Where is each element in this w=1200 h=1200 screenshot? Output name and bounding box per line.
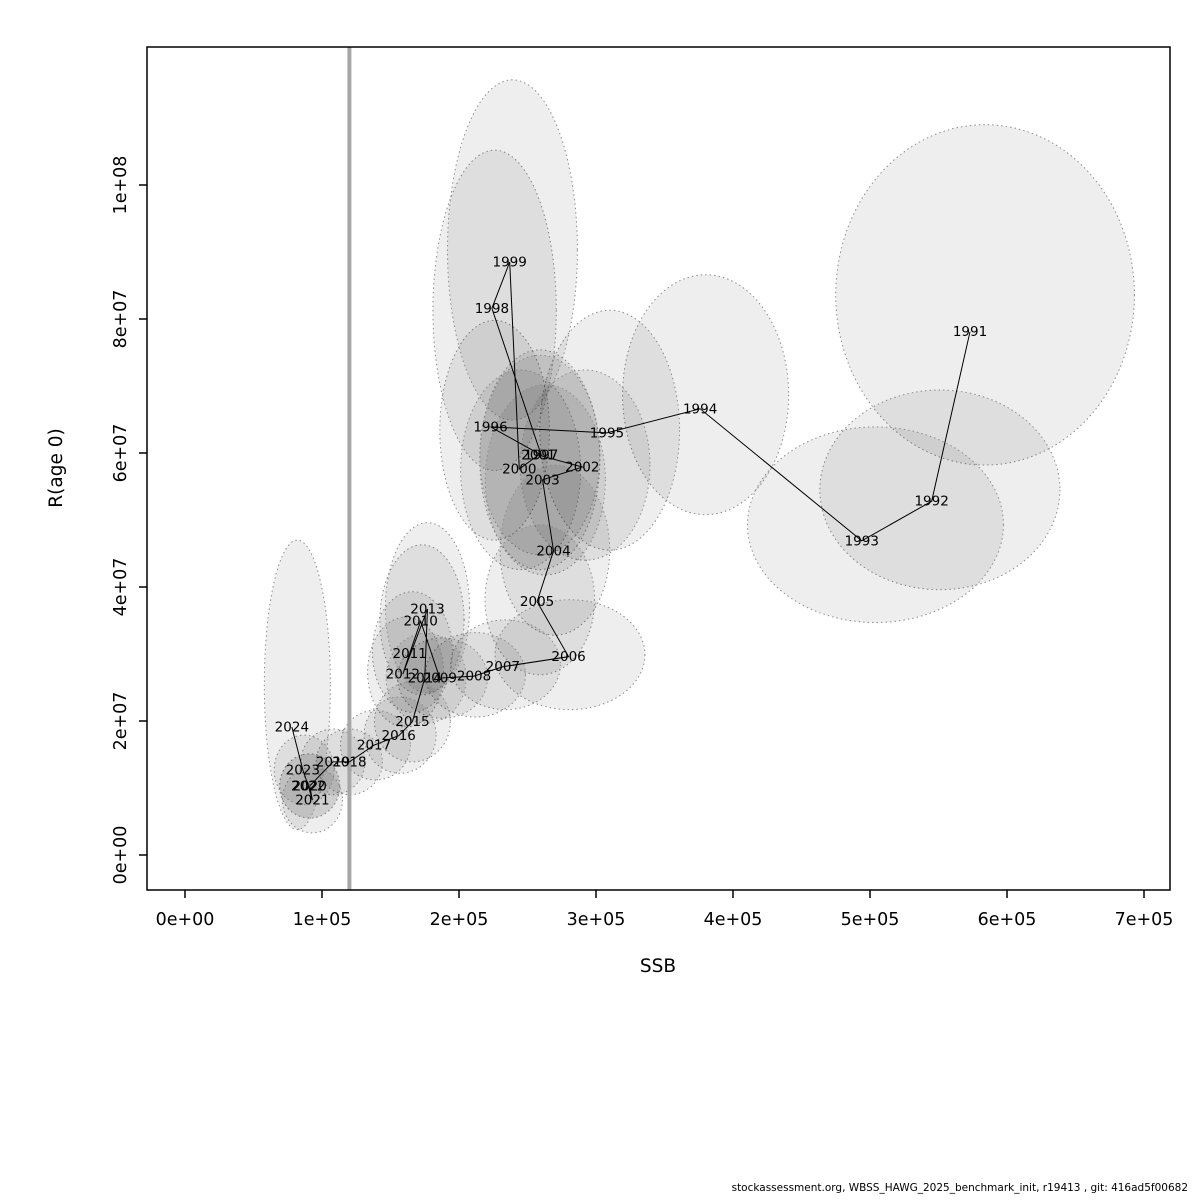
confidence-ellipse-2005 <box>484 524 596 676</box>
year-label-2005: 2005 <box>520 594 554 610</box>
x-tick-label: 5e+05 <box>841 910 900 930</box>
y-tick-label: 1e+08 <box>111 156 131 215</box>
confidence-ellipse-2023 <box>273 734 335 806</box>
year-label-1994: 1994 <box>683 401 717 417</box>
year-label-2014: 2014 <box>408 671 442 687</box>
footer-caption: stockassessment.org, WBSS_HAWG_2025_benc… <box>732 1182 1188 1194</box>
confidence-ellipse-1992 <box>819 389 1061 591</box>
confidence-ellipse-1994 <box>622 274 790 516</box>
confidence-ellipses <box>263 79 1135 834</box>
year-label-2004: 2004 <box>536 543 570 559</box>
x-tick-label: 0e+00 <box>156 910 215 930</box>
confidence-ellipse-1998 <box>432 149 557 471</box>
year-label-2022: 2022 <box>291 778 325 794</box>
year-label-2013: 2013 <box>410 602 444 618</box>
plot-border <box>146 46 1171 891</box>
y-tick-label: 4e+07 <box>111 558 131 617</box>
year-labels: 1991 1992 1993 1994 1995 1996 1997 1998 1999 2000… <box>275 255 988 809</box>
year-label-2010: 2010 <box>403 614 437 630</box>
year-trajectory-line <box>291 261 971 801</box>
year-label-1997: 1997 <box>524 448 558 464</box>
x-axis-title: SSB <box>640 956 676 977</box>
x-tick-label: 1e+05 <box>293 910 352 930</box>
confidence-ellipse-2004 <box>499 464 611 636</box>
year-label-2001: 2001 <box>521 448 555 464</box>
year-label-2017: 2017 <box>357 738 391 754</box>
year-label-2018: 2018 <box>332 754 366 770</box>
confidence-ellipse-2007 <box>450 619 561 711</box>
year-label-1999: 1999 <box>493 255 527 271</box>
y-tick-label: 8e+07 <box>111 290 131 349</box>
year-label-2003: 2003 <box>525 472 559 488</box>
y-axis-title: R(age 0) <box>46 428 67 507</box>
confidence-ellipse-2003 <box>484 384 606 576</box>
year-label-1998: 1998 <box>475 301 509 317</box>
year-label-2023: 2023 <box>286 762 320 778</box>
year-label-2011: 2011 <box>393 646 427 662</box>
confidence-ellipse-2013 <box>384 522 471 694</box>
confidence-ellipse-2012 <box>367 616 445 728</box>
year-label-1995: 1995 <box>590 425 624 441</box>
y-tick-label: 0e+00 <box>111 826 131 885</box>
year-label-1991: 1991 <box>953 324 987 340</box>
confidence-ellipse-1999 <box>446 79 578 421</box>
year-label-1993: 1993 <box>845 533 879 549</box>
year-label-2015: 2015 <box>395 714 429 730</box>
x-tick-label: 2e+05 <box>430 910 489 930</box>
confidence-ellipse-2014 <box>385 632 467 724</box>
year-label-2007: 2007 <box>486 659 520 675</box>
confidence-ellipse-2006 <box>494 599 646 711</box>
confidence-ellipse-2016 <box>363 696 437 774</box>
confidence-ellipse-2002 <box>519 369 651 561</box>
year-label-2020: 2020 <box>292 778 326 794</box>
year-label-2002: 2002 <box>565 460 599 476</box>
year-label-2000: 2000 <box>502 462 536 478</box>
year-label-2024: 2024 <box>275 720 309 736</box>
confidence-ellipse-2024 <box>263 539 331 831</box>
year-label-2009: 2009 <box>423 671 457 687</box>
y-axis: 0e+00 2e+07 4e+07 6e+07 8e+07 1e+08 <box>111 156 147 885</box>
y-tick-label: 6e+07 <box>111 424 131 483</box>
confidence-ellipse-2010 <box>379 544 465 696</box>
x-tick-label: 6e+05 <box>978 910 1037 930</box>
x-tick-label: 7e+05 <box>1115 910 1174 930</box>
year-label-2019: 2019 <box>316 754 350 770</box>
confidence-ellipse-1991 <box>835 124 1135 466</box>
year-label-2021: 2021 <box>295 793 329 809</box>
confidence-ellipse-2008 <box>424 632 526 718</box>
confidence-ellipse-1993 <box>747 426 1004 624</box>
x-tick-label: 3e+05 <box>567 910 626 930</box>
y-tick-label: 2e+07 <box>111 692 131 751</box>
year-label-2006: 2006 <box>551 649 585 665</box>
year-label-1992: 1992 <box>914 494 948 510</box>
x-axis: 0e+00 1e+05 2e+05 3e+05 4e+05 5e+05 6e+05 7e+05 <box>156 890 1174 930</box>
year-label-2012: 2012 <box>386 667 420 683</box>
year-label-2008: 2008 <box>457 669 491 685</box>
confidence-ellipse-2011 <box>371 591 453 713</box>
year-label-1996: 1996 <box>473 419 507 435</box>
year-label-2016: 2016 <box>382 728 416 744</box>
x-tick-label: 4e+05 <box>704 910 763 930</box>
